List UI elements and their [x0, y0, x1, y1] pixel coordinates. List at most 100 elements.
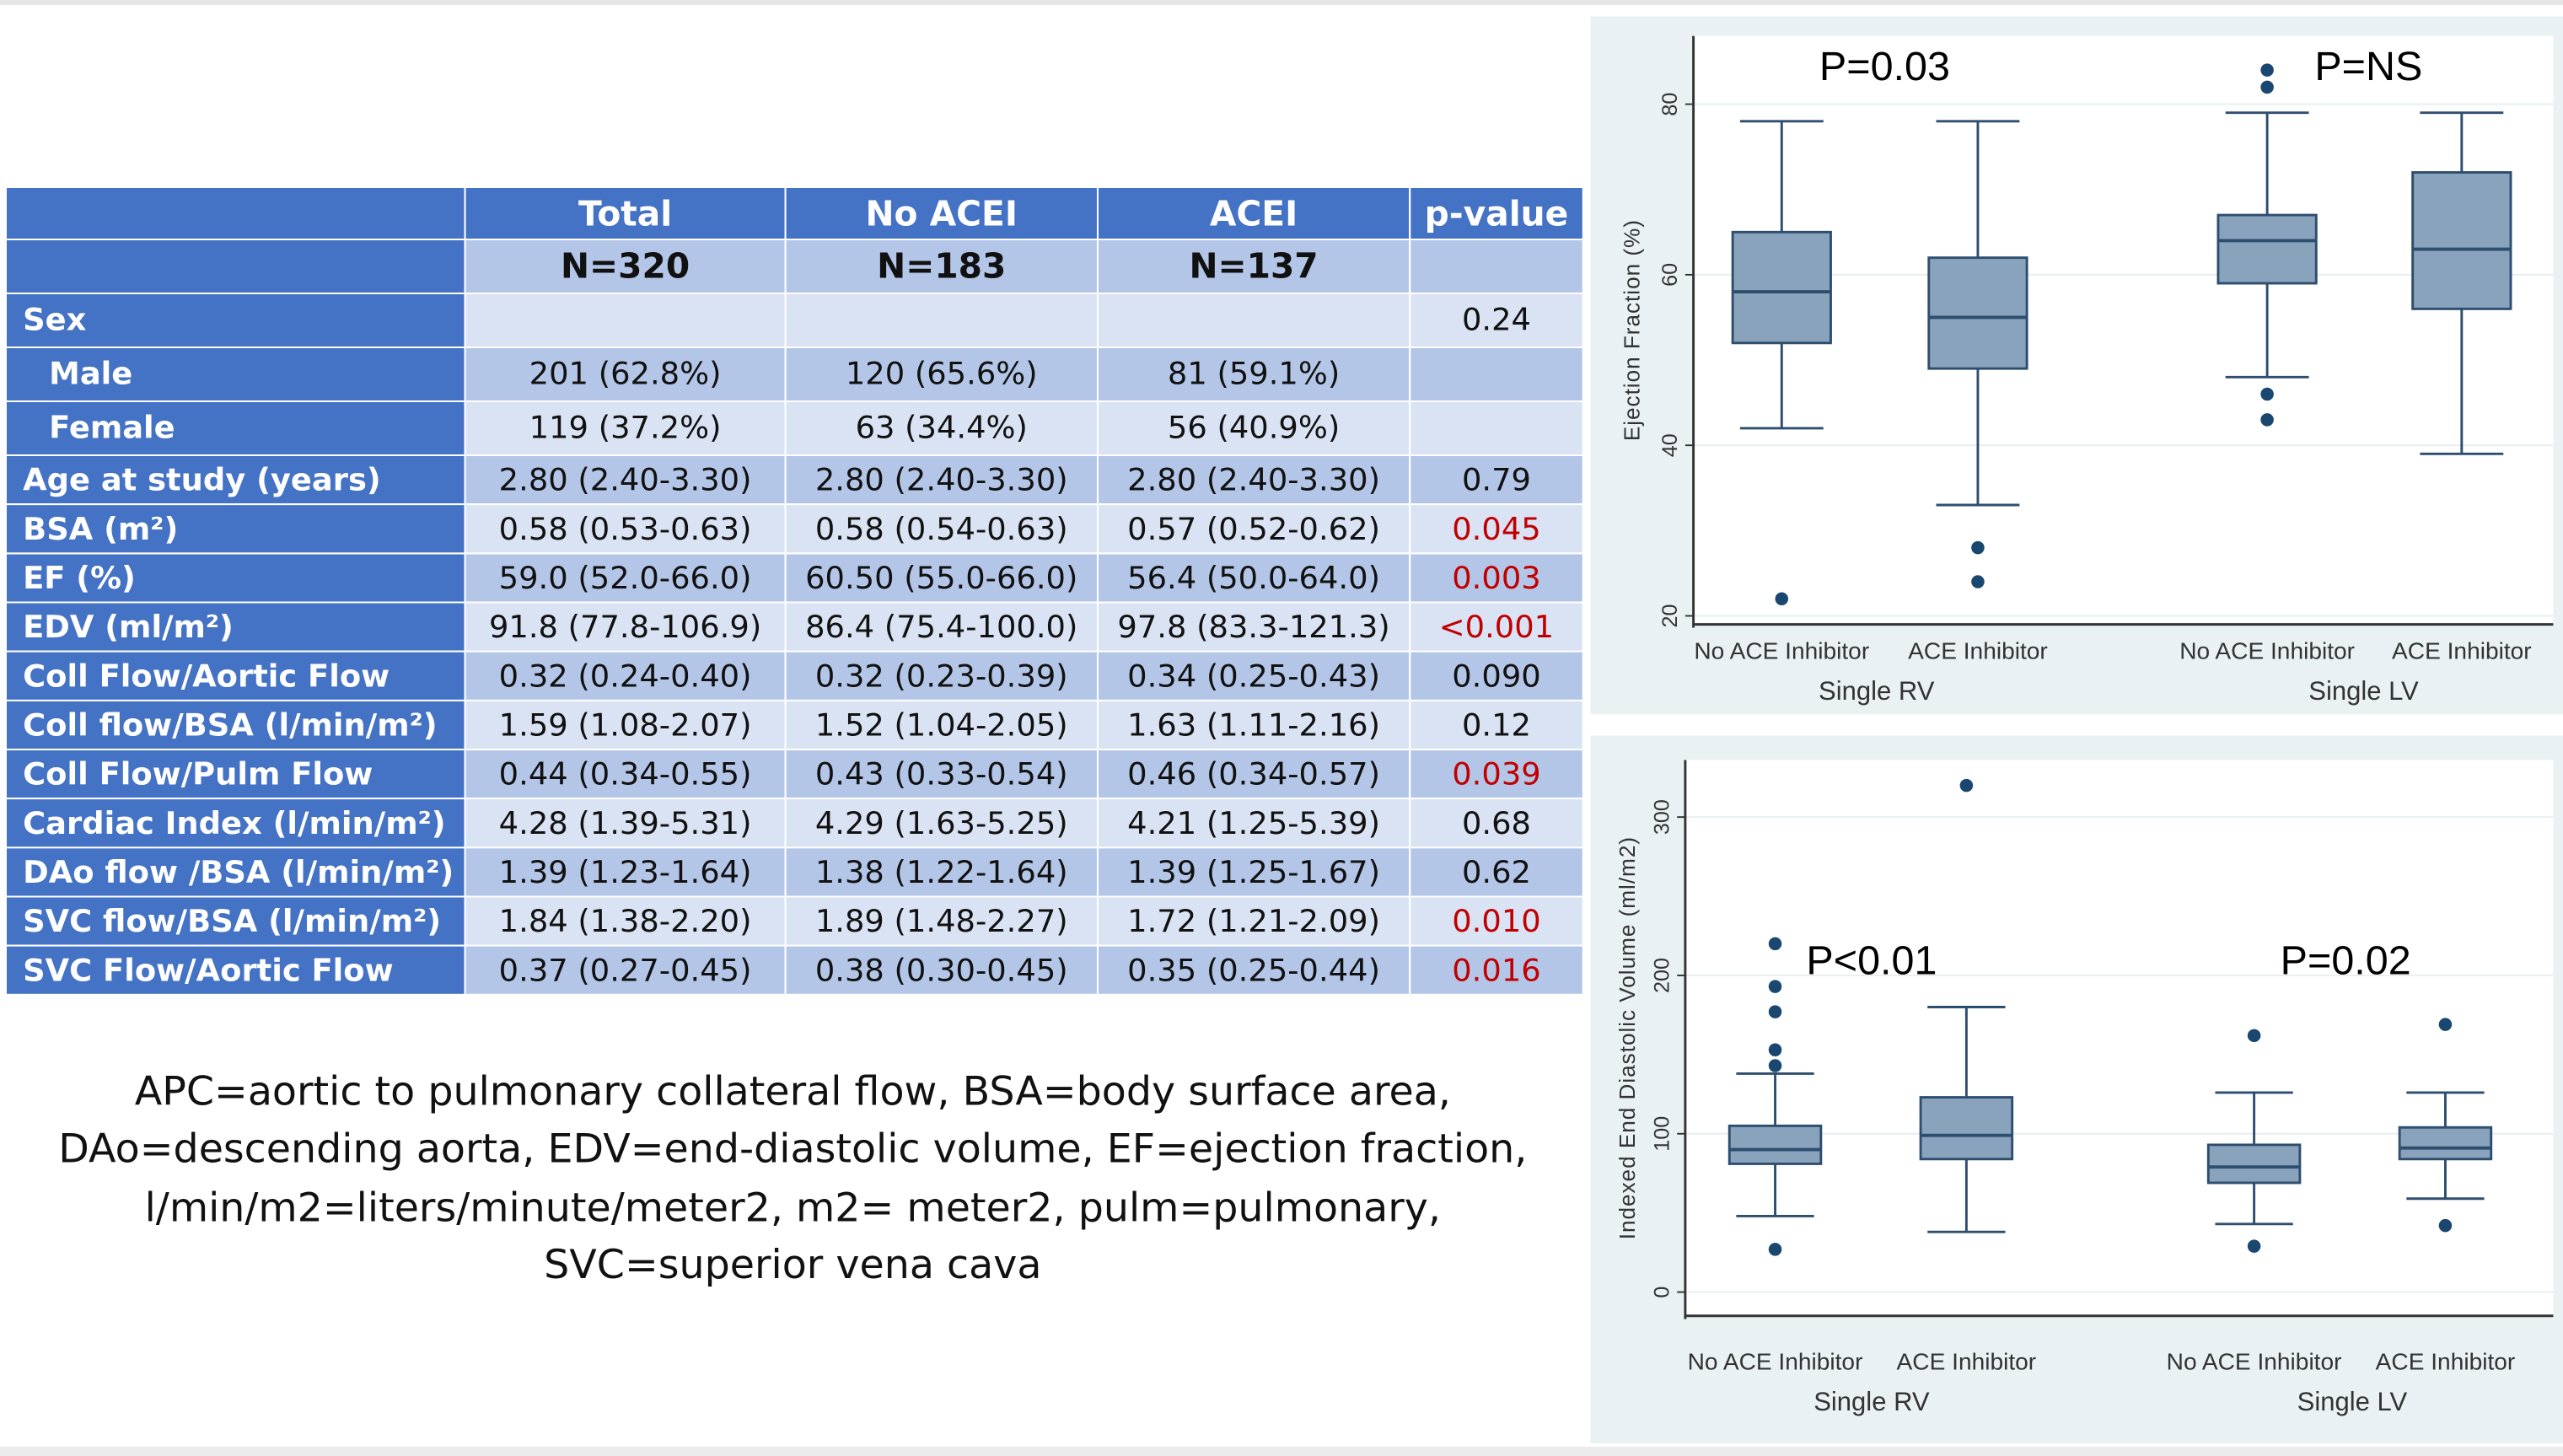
row-label: Sex: [4, 293, 466, 348]
bottom-border: [0, 1446, 2563, 1456]
outlier-point: [1768, 1059, 1782, 1072]
value-cell: 0.32 (0.23-0.39): [784, 650, 1099, 701]
value-cell: 1.52 (1.04-2.05): [784, 699, 1099, 750]
sample-size-cell: [4, 239, 466, 294]
row-label: EF (%): [4, 552, 466, 604]
value-cell: 97.8 (83.3-121.3): [1096, 601, 1411, 653]
y-tick-label: 200: [1651, 958, 1674, 993]
outlier-point: [2260, 80, 2274, 94]
ejection-fraction-boxplot: 20 40 60 80 Ejection Fraction (%) No ACE Inhi…: [1620, 35, 2554, 706]
row-label: Coll flow/BSA (l/min/m²): [4, 699, 466, 750]
y-tick-label: 80: [1658, 93, 1682, 116]
row-label: Age at study (years): [4, 454, 466, 506]
value-cell: 56.4 (50.0-64.0): [1096, 552, 1411, 604]
p-value-cell: 0.68: [1409, 798, 1584, 849]
top-border: [0, 0, 2563, 5]
box-iqr: [1727, 1124, 1823, 1165]
row-label: SVC flow/BSA (l/min/m²): [4, 895, 466, 947]
y-tick-label: 60: [1658, 263, 1682, 287]
value-cell: 2.80 (2.40-3.30): [784, 454, 1099, 506]
footnote-line: l/min/m2=liters/minute/meter2, m2= meter…: [144, 1182, 1441, 1231]
row-label: EDV (ml/m²): [4, 601, 466, 653]
value-cell: 4.28 (1.39-5.31): [464, 798, 787, 849]
p-value-cell: 0.79: [1409, 454, 1584, 506]
p-value-cell: [1409, 400, 1584, 456]
value-cell: 119 (37.2%): [464, 400, 787, 456]
value-cell: 0.44 (0.34-0.55): [464, 748, 787, 800]
table-row: SVC Flow/Aortic Flow 0.37 (0.27-0.45) 0.38…: [4, 944, 1584, 996]
row-label: DAo flow /BSA (l/min/m²): [4, 846, 466, 898]
column-header: [4, 186, 466, 241]
value-cell: 59.0 (52.0-66.0): [464, 552, 787, 604]
value-cell: 56 (40.9%): [1096, 400, 1411, 456]
value-cell: 1.72 (1.21-2.09): [1096, 895, 1411, 947]
column-header: Total: [464, 186, 787, 241]
row-label: Coll Flow/Pulm Flow: [4, 748, 466, 800]
footnote-line: DAo=descending aorta, EDV=end-diastolic …: [58, 1125, 1528, 1173]
value-cell: 0.34 (0.25-0.43): [1096, 650, 1411, 701]
outlier-point: [1768, 937, 1782, 951]
outlier-point: [1768, 980, 1782, 993]
row-label: Male: [4, 347, 466, 402]
value-cell: 0.46 (0.34-0.57): [1096, 748, 1411, 800]
box-iqr: [1919, 1096, 2014, 1161]
table-row: BSA (m²) 0.58 (0.53-0.63) 0.58 (0.54-0.63)…: [4, 503, 1584, 555]
value-cell: 120 (65.6%): [784, 347, 1099, 402]
p-value-cell: 0.62: [1409, 846, 1584, 898]
value-cell: 0.57 (0.52-0.62): [1096, 503, 1411, 555]
footnote-line: APC=aortic to pulmonary collateral flow,…: [134, 1067, 1451, 1115]
p-value-cell: 0.24: [1409, 293, 1584, 348]
value-cell: 1.84 (1.38-2.20): [464, 895, 787, 947]
group-label: Single RV: [1813, 1387, 1930, 1416]
plot-area: [1693, 35, 2554, 625]
y-axis-label: Indexed End Diastolic Volume (ml/m2): [1615, 836, 1640, 1239]
y-tick-label: 20: [1658, 604, 1682, 627]
value-cell: 1.39 (1.25-1.67): [1096, 846, 1411, 898]
table-row: EDV (ml/m²) 91.8 (77.8-106.9) 86.4 (75.4-1…: [4, 601, 1584, 653]
box-iqr: [1927, 256, 2028, 370]
table-row: Cardiac Index (l/min/m²) 4.28 (1.39-5.31)…: [4, 798, 1584, 849]
p-value-cell: 0.010: [1409, 895, 1584, 947]
value-cell: 1.38 (1.22-1.64): [784, 846, 1099, 898]
p-value-cell: 0.039: [1409, 748, 1584, 800]
footnote-line: SVC=superior vena cava: [544, 1240, 1042, 1288]
table-row: SVC flow/BSA (l/min/m²) 1.84 (1.38-2.20) 1…: [4, 895, 1584, 947]
y-tick-label: 40: [1658, 433, 1682, 457]
sample-size-cell: N=137: [1096, 239, 1411, 294]
box-iqr: [2206, 1143, 2302, 1185]
value-cell: 0.37 (0.27-0.45): [464, 944, 787, 996]
value-cell: 0.43 (0.33-0.54): [784, 748, 1099, 800]
p-value-cell: 0.12: [1409, 699, 1584, 750]
value-cell: 0.32 (0.24-0.40): [464, 650, 787, 701]
p-value-cell: 0.016: [1409, 944, 1584, 996]
box-iqr: [2216, 213, 2318, 285]
value-cell: 1.59 (1.08-2.07): [464, 699, 787, 750]
outlier-point: [1959, 778, 1974, 792]
value-cell: 0.58 (0.53-0.63): [464, 503, 787, 555]
outlier-point: [2438, 1018, 2453, 1031]
p-value-annotation: P=0.02: [2281, 938, 2411, 984]
p-value-cell: <0.001: [1409, 601, 1584, 653]
sample-size-cell: N=320: [464, 239, 787, 294]
outlier-point: [1971, 575, 1985, 588]
table-row: Coll Flow/Aortic Flow 0.32 (0.24-0.40) 0.3…: [4, 650, 1584, 701]
value-cell: 2.80 (2.40-3.30): [464, 454, 787, 506]
value-cell: 63 (34.4%): [784, 400, 1099, 456]
outlier-point: [2247, 1029, 2261, 1043]
sample-size-row: N=320 N=183 N=137: [4, 239, 1584, 294]
outlier-point: [2260, 387, 2274, 401]
row-label: SVC Flow/Aortic Flow: [4, 944, 466, 996]
box-iqr: [2398, 1126, 2493, 1161]
table-row: Age at study (years) 2.80 (2.40-3.30) 2.80…: [4, 454, 1584, 506]
group-label: Single RV: [1819, 676, 1935, 706]
outlier-point: [1775, 592, 1789, 606]
category-label: No ACE Inhibitor: [1688, 1349, 1863, 1375]
category-label: ACE Inhibitor: [1908, 637, 2048, 664]
value-cell: 91.8 (77.8-106.9): [464, 601, 787, 653]
outlier-point: [2438, 1218, 2453, 1233]
value-cell: 0.35 (0.25-0.44): [1096, 944, 1411, 996]
p-value-annotation: P=NS: [2314, 44, 2422, 89]
value-cell: 2.80 (2.40-3.30): [1096, 454, 1411, 506]
row-label: Coll Flow/Aortic Flow: [4, 650, 466, 701]
